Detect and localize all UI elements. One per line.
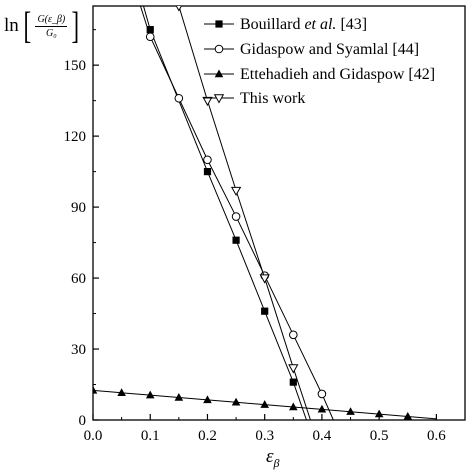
data-point xyxy=(203,395,212,404)
data-point xyxy=(145,390,155,399)
y-tick-label: 30 xyxy=(71,342,86,358)
data-point xyxy=(346,407,355,415)
y-tick-label: 90 xyxy=(71,200,86,216)
data-point xyxy=(317,389,327,399)
data-point xyxy=(117,388,126,396)
y-label-right-bracket: ] xyxy=(71,5,80,47)
data-point xyxy=(231,212,241,221)
series-group xyxy=(142,6,307,420)
y-label-prefix: ln xyxy=(4,15,19,36)
series-line xyxy=(178,6,311,420)
legend-marker xyxy=(214,44,224,54)
y-tick-label: 60 xyxy=(71,271,86,287)
data-point xyxy=(374,409,384,418)
legend-marker xyxy=(213,94,225,104)
data-point xyxy=(259,274,270,284)
x-label-base: ε xyxy=(266,446,274,467)
data-point xyxy=(231,397,241,406)
y-label-denominator: G₀ xyxy=(45,27,57,39)
x-tick-label: 0.4 xyxy=(313,428,332,444)
x-axis-label: εβ xyxy=(266,446,279,471)
y-label-left-bracket: [ xyxy=(23,5,31,47)
series-line xyxy=(142,6,307,420)
data-point xyxy=(260,400,269,408)
data-point xyxy=(289,330,298,340)
data-point xyxy=(230,186,242,197)
x-tick-label: 0.2 xyxy=(198,428,217,444)
legend-marker xyxy=(215,20,223,28)
y-tick-label: 0 xyxy=(79,413,87,429)
plot-frame xyxy=(92,5,466,421)
series-group xyxy=(139,6,334,420)
legend-marker xyxy=(214,69,224,78)
y-label-fraction: G(ε_β) G₀ xyxy=(35,13,68,39)
data-point xyxy=(175,6,182,12)
data-point xyxy=(174,93,184,103)
data-point xyxy=(289,402,298,411)
series-group xyxy=(93,385,437,420)
data-point xyxy=(145,32,155,42)
series-group xyxy=(175,6,311,420)
data-point xyxy=(146,26,154,34)
x-tick-label: 0.0 xyxy=(84,428,103,444)
data-point xyxy=(288,364,299,374)
legend-label: Ettehadieh and Gidaspow [42] xyxy=(240,66,435,83)
data-point xyxy=(232,236,240,244)
y-axis-label: ln [ G(ε_β) G₀ ] xyxy=(4,6,82,46)
legend: Bouillard et al. [43] Gidaspow and Syamla… xyxy=(204,16,435,107)
y-label-numerator: G(ε_β) xyxy=(35,13,68,27)
data-point xyxy=(93,385,98,394)
legend-label: Gidaspow and Syamlal [44] xyxy=(240,41,419,58)
data-point xyxy=(202,96,213,107)
x-tick-label: 0.6 xyxy=(427,428,446,444)
data-point xyxy=(174,393,184,401)
legend-label: Bouillard et al. [43] xyxy=(240,16,367,33)
data-point xyxy=(317,404,327,413)
data-point xyxy=(403,411,413,420)
series-line xyxy=(139,6,334,420)
y-tick-label: 120 xyxy=(64,129,87,145)
x-tick-label: 0.3 xyxy=(255,428,274,444)
plot-area xyxy=(93,6,437,420)
x-tick-label: 0.5 xyxy=(370,428,389,444)
data-point xyxy=(261,307,269,315)
x-tick-label: 0.1 xyxy=(141,428,160,444)
legend-label: This work xyxy=(240,90,305,107)
y-tick-label: 150 xyxy=(64,58,87,74)
data-point xyxy=(203,168,212,176)
data-point xyxy=(289,378,297,386)
data-point xyxy=(203,155,212,165)
x-label-sub: β xyxy=(273,455,280,470)
